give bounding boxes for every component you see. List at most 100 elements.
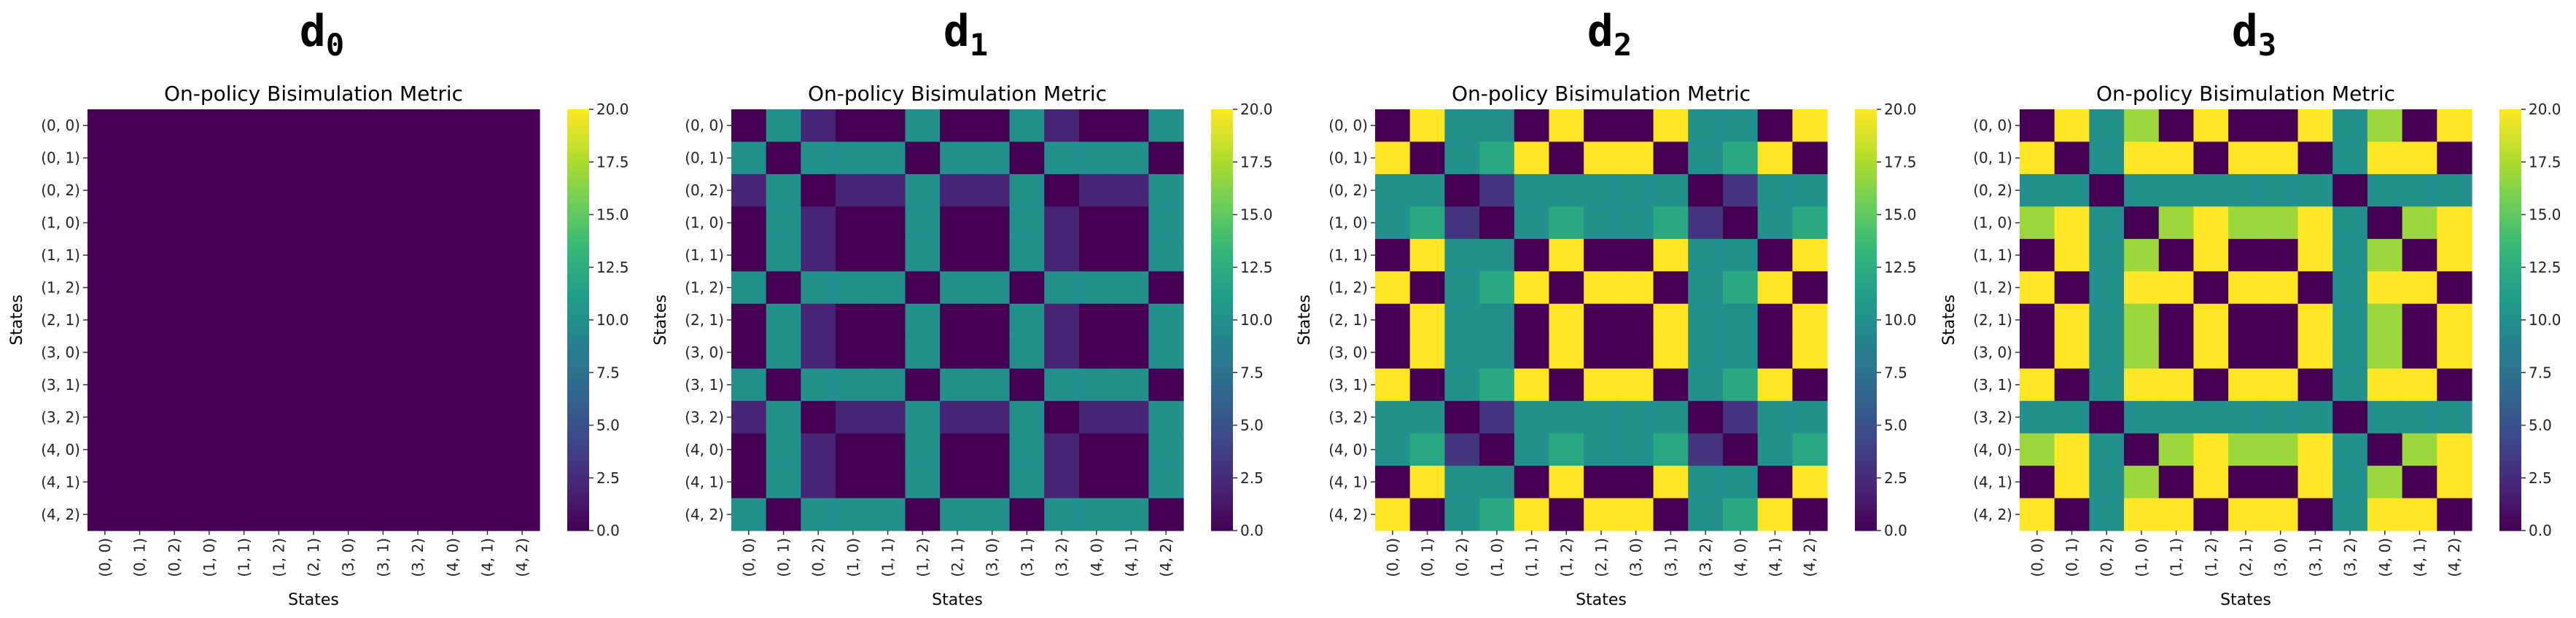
heatmap-cell bbox=[261, 141, 297, 175]
colorbar-segment bbox=[1211, 337, 1233, 342]
colorbar-segment bbox=[1855, 320, 1877, 324]
colorbar-segment bbox=[567, 506, 589, 510]
heatmap-cell bbox=[870, 238, 906, 272]
heatmap-cell bbox=[2262, 109, 2299, 143]
heatmap-cell bbox=[766, 433, 801, 466]
heatmap-cell bbox=[1375, 173, 1411, 207]
panel-title-subscript: 3 bbox=[2257, 27, 2277, 63]
heatmap-cell bbox=[192, 271, 227, 305]
colorbar-segment bbox=[1855, 348, 1877, 352]
colorbar-segment bbox=[567, 383, 589, 388]
heatmap-cell bbox=[1009, 433, 1045, 466]
x-tick-label: (3, 1) bbox=[1018, 538, 1035, 577]
heatmap-cell bbox=[2020, 173, 2055, 207]
heatmap-cell bbox=[766, 271, 801, 305]
colorbar-segment bbox=[1855, 502, 1877, 506]
colorbar-segment bbox=[1855, 112, 1877, 117]
heatmap-cell bbox=[801, 336, 836, 369]
heatmap-cell bbox=[2193, 466, 2229, 499]
colorbar-segment bbox=[2499, 284, 2521, 289]
y-tick-label: (4, 2) bbox=[685, 506, 724, 523]
heatmap-cell bbox=[1653, 303, 1689, 337]
heatmap-cell bbox=[1757, 141, 1793, 175]
y-tick-label: (0, 2) bbox=[685, 181, 724, 199]
colorbar-segment bbox=[1211, 432, 1233, 437]
heatmap-cell bbox=[1409, 238, 1445, 272]
heatmap-cell bbox=[2297, 141, 2333, 175]
colorbar-tick-label: 2.5 bbox=[2529, 469, 2552, 487]
heatmap-cell bbox=[1514, 498, 1550, 531]
heatmap-cell bbox=[1009, 206, 1045, 240]
heatmap-cell bbox=[400, 336, 436, 369]
heatmap-cell bbox=[1653, 433, 1689, 466]
heatmap-cell bbox=[505, 433, 540, 466]
heatmap-cell bbox=[1113, 173, 1149, 207]
colorbar-segment bbox=[2499, 460, 2521, 465]
heatmap-cell bbox=[505, 173, 540, 207]
colorbar-tick-label: 12.5 bbox=[596, 259, 629, 276]
heatmap-cell bbox=[2332, 303, 2368, 337]
heatmap-cell bbox=[801, 498, 836, 531]
colorbar-segment bbox=[2499, 147, 2521, 152]
heatmap-cell bbox=[1618, 141, 1654, 175]
colorbar-segment bbox=[1855, 232, 1877, 236]
colorbar-segment bbox=[2499, 432, 2521, 437]
heatmap-cell bbox=[261, 401, 297, 434]
heatmap-cell bbox=[2332, 498, 2368, 531]
colorbar-segment bbox=[567, 165, 589, 170]
colorbar-tick-label: 17.5 bbox=[1884, 153, 1917, 171]
heatmap-cell bbox=[1618, 238, 1654, 272]
colorbar-segment bbox=[1855, 351, 1877, 356]
x-axis-label: States bbox=[932, 591, 983, 609]
colorbar-tick-label: 20.0 bbox=[2529, 101, 2561, 118]
colorbar-segment bbox=[1855, 396, 1877, 402]
colorbar-segment bbox=[1211, 453, 1233, 458]
heatmap-cell bbox=[226, 433, 262, 466]
heatmap-cell bbox=[2402, 173, 2437, 207]
heatmap-cell bbox=[836, 336, 871, 369]
colorbar-segment bbox=[567, 400, 589, 405]
colorbar-segment bbox=[1855, 442, 1877, 447]
colorbar-segment bbox=[1855, 186, 1877, 191]
colorbar-segment bbox=[567, 214, 589, 219]
panel-title-main: d bbox=[1587, 6, 1614, 57]
heatmap-cell bbox=[87, 336, 123, 369]
heatmap-cell bbox=[2089, 173, 2125, 207]
heatmap-cell bbox=[1514, 336, 1550, 369]
x-tick-label: (2, 1) bbox=[305, 538, 322, 577]
colorbar-segment bbox=[1855, 151, 1877, 156]
heatmap-cell bbox=[974, 368, 1011, 402]
x-tick-label: (3, 2) bbox=[1697, 538, 1714, 577]
colorbar-segment bbox=[1211, 365, 1233, 370]
colorbar-segment bbox=[567, 488, 589, 493]
colorbar-segment bbox=[2499, 523, 2521, 528]
colorbar-tick-label: 15.0 bbox=[2529, 206, 2561, 224]
heatmap-cell bbox=[940, 109, 976, 143]
heatmap-cell bbox=[1757, 466, 1793, 499]
heatmap-cell bbox=[2054, 303, 2090, 337]
colorbar-segment bbox=[1211, 193, 1233, 198]
heatmap-cell bbox=[1148, 109, 1184, 143]
heatmap-cell bbox=[226, 303, 262, 337]
colorbar-segment bbox=[567, 418, 589, 423]
colorbar-segment bbox=[567, 292, 589, 296]
heatmap-cell bbox=[2228, 271, 2264, 305]
colorbar-segment bbox=[1211, 235, 1233, 240]
heatmap-cell bbox=[2437, 433, 2472, 466]
colorbar-segment bbox=[1855, 235, 1877, 240]
heatmap-cell bbox=[1409, 498, 1445, 531]
heatmap-cell bbox=[766, 173, 801, 207]
heatmap-cell bbox=[731, 466, 767, 499]
heatmap-cell bbox=[1722, 336, 1759, 369]
heatmap-cell bbox=[2089, 271, 2125, 305]
colorbar-segment bbox=[1211, 334, 1233, 338]
heatmap-cell bbox=[2297, 368, 2333, 402]
heatmap-cell bbox=[226, 206, 262, 240]
y-tick-label: (0, 1) bbox=[1973, 149, 2012, 167]
heatmap-cell bbox=[2054, 368, 2090, 402]
panel-title: d3 bbox=[1932, 6, 2576, 63]
heatmap-cell bbox=[365, 433, 401, 466]
colorbar-segment bbox=[1211, 442, 1233, 447]
colorbar-segment bbox=[1855, 495, 1877, 500]
colorbar-segment bbox=[567, 204, 589, 208]
